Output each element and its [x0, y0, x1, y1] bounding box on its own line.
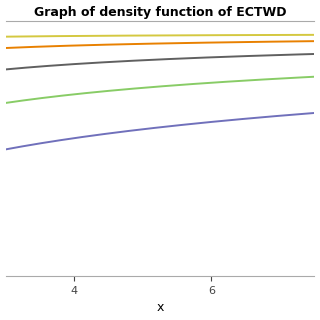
Title: Graph of density function of ECTWD: Graph of density function of ECTWD — [34, 5, 286, 19]
X-axis label: x: x — [156, 301, 164, 315]
